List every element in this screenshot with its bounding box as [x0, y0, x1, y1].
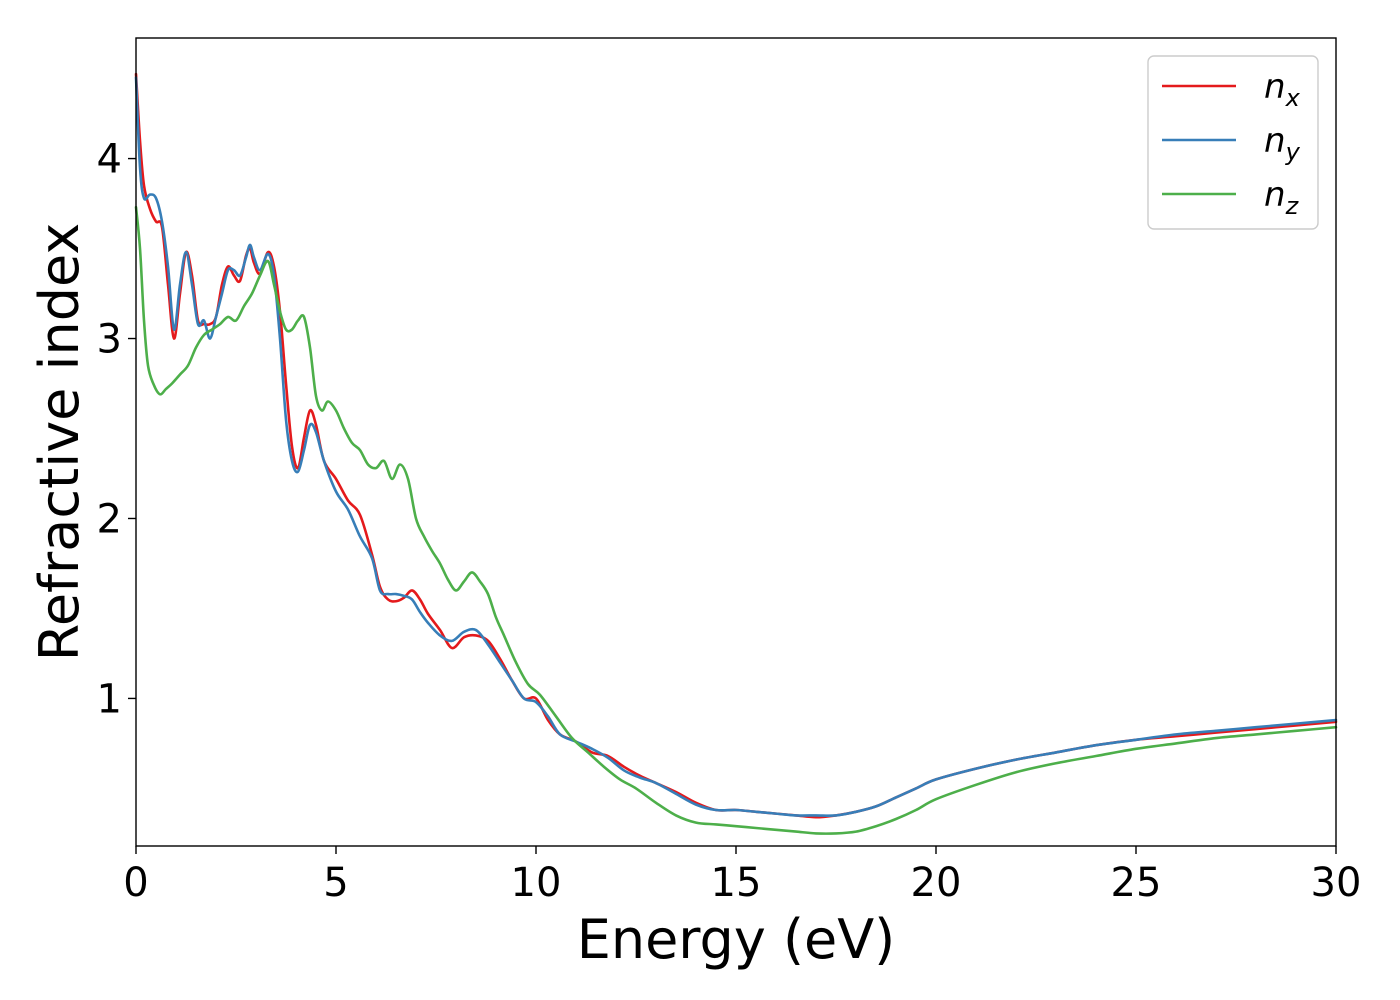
x-tick-label: 0	[123, 860, 148, 906]
y-tick-label: 1	[97, 676, 122, 722]
x-tick-label: 20	[911, 860, 962, 906]
legend-label-n-x: nx	[1264, 67, 1301, 112]
series-line-n-y	[134, 76, 1338, 817]
x-tick-label: 25	[1111, 860, 1162, 906]
legend-label-n-z: nz	[1264, 175, 1300, 220]
y-tick-label: 4	[97, 137, 122, 183]
series-line-n-z	[134, 205, 1338, 835]
y-axis: 1 2 3 4	[97, 137, 136, 722]
x-tick-label: 15	[711, 860, 762, 906]
x-tick-label: 30	[1311, 860, 1362, 906]
x-tick-label: 5	[323, 860, 348, 906]
legend: nx ny nz	[1147, 55, 1319, 230]
x-tick-label: 10	[511, 860, 562, 906]
legend-frame	[1147, 55, 1319, 230]
x-axis-label: Energy (eV)	[577, 908, 896, 971]
y-tick-label: 3	[97, 317, 122, 363]
y-tick-label: 2	[97, 496, 122, 542]
y-axis-label: Refractive index	[28, 223, 91, 662]
series-layer	[134, 72, 1338, 835]
x-axis: 0 5 10 15 20 25 30	[123, 846, 1361, 906]
legend-label-n-y: ny	[1264, 121, 1301, 166]
